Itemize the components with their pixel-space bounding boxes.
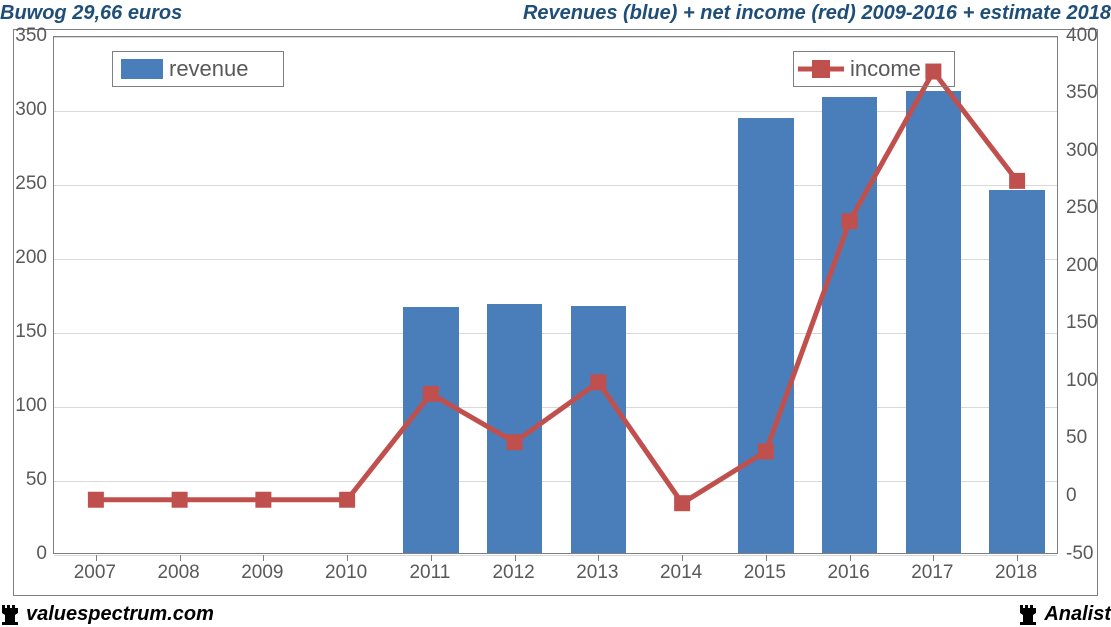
rook-icon: [1018, 603, 1038, 625]
x-label: 2013: [556, 562, 640, 584]
y-right-label: 50: [1066, 427, 1087, 449]
y-right-label: 350: [1066, 82, 1098, 104]
title-bar: Buwog 29,66 euros Revenues (blue) + net …: [0, 0, 1111, 26]
y-right-label: 100: [1066, 370, 1098, 392]
y-right-label: 400: [1066, 25, 1098, 47]
line-marker: [339, 492, 355, 508]
line-series: [96, 72, 1017, 504]
x-tick: [598, 555, 599, 561]
legend-revenue: revenue: [112, 51, 284, 87]
y-right-label: 200: [1066, 255, 1098, 277]
y-right-label: 150: [1066, 312, 1098, 334]
x-label: 2016: [807, 562, 891, 584]
y-left-label: 100: [13, 395, 47, 417]
plot-area: [53, 36, 1058, 554]
rook-icon: [0, 603, 20, 625]
x-tick: [347, 555, 348, 561]
footer-right-text: Analist: [1044, 603, 1111, 626]
bar: [571, 306, 626, 553]
x-tick: [850, 555, 851, 561]
y-left-label: 150: [13, 321, 47, 343]
legend-income-marker: [798, 58, 844, 80]
bar: [989, 190, 1044, 553]
footer-left: valuespectrum.com: [0, 603, 214, 626]
legend-income: income: [793, 51, 955, 87]
x-tick: [263, 555, 264, 561]
x-label: 2008: [137, 562, 221, 584]
x-label: 2018: [974, 562, 1058, 584]
y-right-label: 250: [1066, 197, 1098, 219]
y-left-label: 0: [13, 543, 47, 565]
x-label: 2015: [723, 562, 807, 584]
line-marker: [1009, 173, 1025, 189]
x-tick: [1017, 555, 1018, 561]
x-tick: [933, 555, 934, 561]
y-left-label: 250: [13, 173, 47, 195]
x-label: 2011: [388, 562, 472, 584]
chart-root: Buwog 29,66 euros Revenues (blue) + net …: [0, 0, 1111, 627]
y-left-label: 50: [13, 469, 47, 491]
line-marker: [674, 495, 690, 511]
footer-left-text: valuespectrum.com: [26, 603, 214, 626]
y-left-label: 300: [13, 99, 47, 121]
gridline: [54, 555, 1057, 556]
line-marker: [172, 492, 188, 508]
x-tick: [682, 555, 683, 561]
bar: [822, 97, 877, 553]
x-tick: [180, 555, 181, 561]
title-right: Revenues (blue) + net income (red) 2009-…: [523, 2, 1111, 25]
x-tick: [431, 555, 432, 561]
gridline: [54, 37, 1057, 38]
x-tick: [96, 555, 97, 561]
line-marker: [255, 492, 271, 508]
x-tick: [515, 555, 516, 561]
footer: valuespectrum.com Analist: [0, 601, 1111, 627]
line-marker: [88, 492, 104, 508]
x-tick: [766, 555, 767, 561]
x-label: 2012: [472, 562, 556, 584]
y-right-label: -50: [1066, 543, 1093, 565]
x-label: 2014: [639, 562, 723, 584]
x-label: 2009: [221, 562, 305, 584]
x-label: 2007: [53, 562, 137, 584]
footer-right: Analist: [1018, 603, 1111, 626]
bar: [487, 304, 542, 553]
bar: [738, 118, 793, 553]
legend-revenue-swatch: [121, 59, 163, 79]
legend-income-label: income: [850, 56, 921, 82]
title-left: Buwog 29,66 euros: [0, 2, 182, 25]
bar: [403, 307, 458, 553]
x-label: 2017: [891, 562, 975, 584]
y-right-label: 300: [1066, 140, 1098, 162]
legend-revenue-label: revenue: [169, 56, 249, 82]
y-left-label: 350: [13, 25, 47, 47]
x-label: 2010: [304, 562, 388, 584]
bar: [906, 91, 961, 553]
y-right-label: 0: [1066, 485, 1077, 507]
y-left-label: 200: [13, 247, 47, 269]
